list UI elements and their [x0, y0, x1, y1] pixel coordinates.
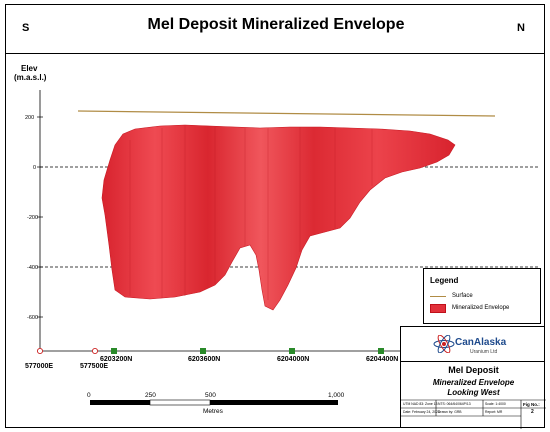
- legend: Legend Surface Mineralized Envelope: [423, 268, 541, 324]
- title-block-grid: [401, 399, 546, 429]
- scale-label-500: 500: [205, 392, 216, 399]
- logo-orbit: [437, 335, 451, 353]
- northing-tick-marker: [200, 348, 206, 354]
- drawn-by-cell: Drawn by: GRB: [438, 410, 462, 414]
- northing-tick-marker: [289, 348, 295, 354]
- fig-no-value: 2: [531, 409, 534, 415]
- northing-label-6204000: 6204000N: [277, 356, 309, 363]
- figure-frame: [5, 54, 545, 428]
- easting-tick-marker: [91, 347, 99, 355]
- elev-label-minus400: -400: [27, 265, 38, 271]
- elev-label-minus600: -600: [27, 315, 38, 321]
- northing-tick-marker: [111, 348, 117, 354]
- title-bar: S Mel Deposit Mineralized Envelope N: [5, 4, 545, 54]
- drawing-title-block: Mel Deposit Mineralized Envelope Looking…: [400, 361, 546, 429]
- northing-ticks: [111, 348, 384, 354]
- logo-orbit: [433, 340, 455, 348]
- scale-label-0: 0: [87, 392, 91, 399]
- scale-bar: 0 250 500 1,000 Metres: [87, 392, 345, 415]
- elev-axis-units: (m.a.s.l.): [14, 73, 47, 82]
- logo-orbit: [437, 335, 451, 353]
- northing-label-6204400: 6204400N: [366, 356, 398, 363]
- scale-cell: Scale: 1:4000: [485, 402, 506, 406]
- company-logo-block: CanAlaska Uranium Ltd: [400, 326, 545, 361]
- company-name: CanAlaska: [455, 337, 507, 348]
- nts-cell: NTS: 064/64/064P/13: [438, 402, 471, 406]
- scale-label-1000: 1,000: [328, 392, 345, 399]
- easting-label-577000: 577000E: [25, 363, 53, 370]
- mineralized-envelope: [101, 124, 456, 311]
- elev-axis-title: Elev: [21, 64, 38, 73]
- scale-segment-light: [149, 399, 211, 406]
- scale-segment-dark: [90, 400, 150, 405]
- northing-tick-marker: [378, 348, 384, 354]
- fig-no-label: Fig No.:: [523, 402, 540, 407]
- elev-label-200: 200: [25, 115, 34, 121]
- easting-tick-marker: [36, 347, 44, 355]
- south-direction-label: S: [22, 22, 30, 34]
- company-logo-icon: [433, 335, 455, 353]
- legend-title: Legend: [430, 276, 459, 285]
- legend-label-envelope: Mineralized Envelope: [452, 305, 510, 311]
- easting-label-577500: 577500E: [80, 363, 108, 370]
- northing-label-6203600: 6203600N: [188, 356, 220, 363]
- scale-unit-label: Metres: [203, 408, 224, 415]
- datum-cell: UTM NAD 83: Zone 13: [403, 402, 438, 406]
- easting-ticks: [36, 347, 99, 355]
- logo-nucleus: [442, 342, 446, 346]
- envelope-texture: [129, 126, 373, 300]
- drawing-subtitle-envelope: Mineralized Envelope: [432, 378, 515, 387]
- envelope-swatch-icon: [430, 304, 446, 313]
- drawing-title: Mel Deposit: [448, 365, 499, 375]
- surface-line-icon: [430, 296, 446, 297]
- surface-line: [77, 110, 496, 117]
- legend-label-surface: Surface: [452, 293, 473, 299]
- figure-title: Mel Deposit Mineralized Envelope: [147, 16, 405, 33]
- north-direction-label: N: [517, 22, 525, 34]
- report-cell: Report: MR: [485, 410, 503, 414]
- scale-label-250: 250: [145, 392, 156, 399]
- northing-label-6203200: 6203200N: [100, 356, 132, 363]
- company-subtitle: Uranium Ltd: [470, 349, 498, 355]
- scale-segment-dark: [210, 400, 338, 405]
- drawing-subtitle-view: Looking West: [447, 388, 500, 397]
- elev-label-minus200: -200: [27, 215, 38, 221]
- elev-label-0: 0: [33, 165, 36, 171]
- date-cell: Date: February 24, 2023: [403, 410, 440, 414]
